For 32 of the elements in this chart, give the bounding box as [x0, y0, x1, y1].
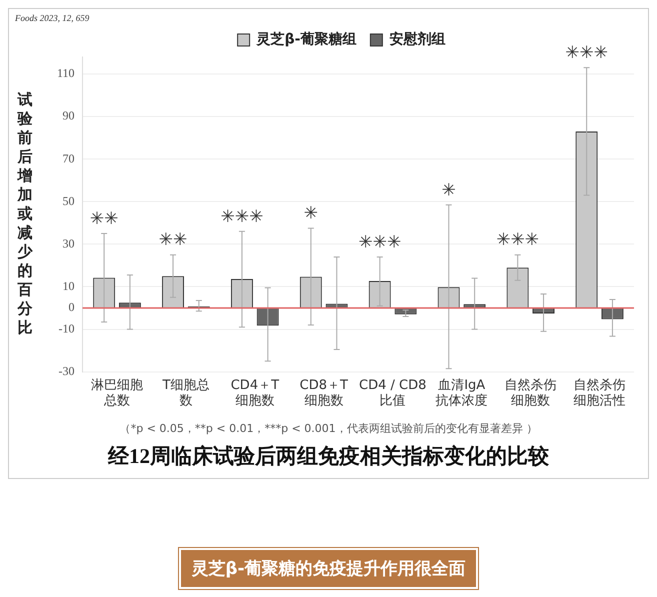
annotation: ✳✳ — [90, 208, 118, 229]
y-tick-label: 30 — [62, 236, 75, 250]
x-tick-label: CD4 / CD8比值 — [359, 378, 426, 409]
y-tick-label: -30 — [58, 364, 75, 378]
x-tick-label: T细胞总数 — [161, 378, 210, 409]
y-tick-label: 70 — [62, 151, 75, 166]
annotation: ✳✳✳ — [220, 206, 264, 227]
annotation: ✳ — [442, 180, 456, 200]
y-tick-label: 0 — [68, 300, 75, 314]
y-tick-label: 10 — [62, 278, 75, 293]
x-tick-label: 自然杀伤细胞活性 — [574, 378, 626, 409]
y-tick-label: 90 — [62, 108, 75, 123]
annotation: ✳ — [304, 204, 318, 224]
x-tick-label: CD4＋T细胞数 — [230, 378, 280, 409]
text: （*p < 0.05，**p < 0.01，***p < 0.001，代表两组试验前后的变化有显著差异 ） — [118, 421, 538, 436]
legend-label: 灵芝β-葡聚糖组 — [256, 30, 356, 48]
x-tick-label: CD8＋T细胞数 — [300, 378, 348, 409]
annotation: ✳✳✳ — [496, 230, 540, 250]
annotation: ✳✳✳ — [358, 232, 402, 252]
y-tick-label: 50 — [62, 194, 75, 208]
text: 灵芝β-葡聚糖的免疫提升作用很全面 — [181, 550, 476, 587]
y-tick-label: -10 — [58, 321, 75, 336]
x-tick-label: 自然杀伤细胞数 — [504, 378, 557, 409]
text: Foods 2023, 12, 659 — [15, 13, 90, 23]
x-tick-label: 血清IgA抗体浓度 — [436, 378, 488, 409]
annotation: ✳✳ — [158, 230, 188, 250]
text: 经12周临床试验后两组免疫相关指标变化的比较 — [106, 443, 550, 470]
legend-label: 安慰剂组 — [389, 30, 446, 48]
annotation: ✳✳✳ — [565, 43, 608, 64]
y-tick-label: 110 — [56, 66, 75, 80]
text: 试验前后增加或减少的百分比 — [18, 90, 32, 336]
x-tick-label: 淋巴细胞总数 — [91, 378, 144, 409]
